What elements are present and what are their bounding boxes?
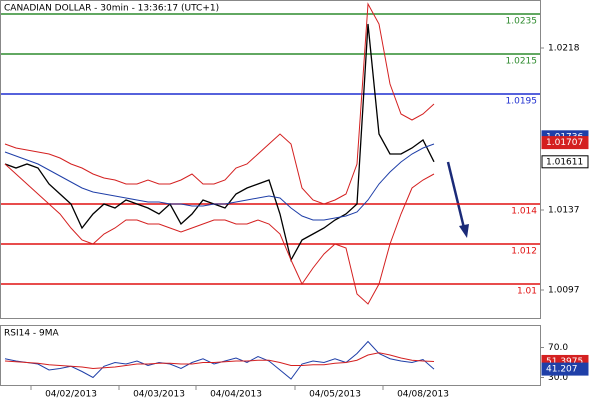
y-tick-label: 1.0097 (548, 286, 580, 296)
last-value-box (541, 362, 589, 376)
last-value-label: 1.01611 (546, 157, 583, 167)
series-line (4, 352, 435, 370)
last-value-label: 51.3975 (546, 357, 583, 367)
x-tick-label: 04/05/2013 (309, 390, 361, 400)
last-value-box (541, 155, 589, 169)
series-line (4, 143, 435, 221)
main-panel (0, 0, 541, 319)
chart-title: CANADIAN DOLLAR - 30min - 13:36:17 (UTC+… (4, 4, 219, 14)
level-label: 1.014 (511, 207, 537, 217)
x-tick-label: 04/04/2013 (210, 390, 262, 400)
last-value-box (541, 136, 589, 150)
x-tick-label: 04/02/2013 (45, 390, 97, 400)
level-label: 1.0195 (506, 97, 538, 107)
last-value-label: 1.01707 (546, 138, 583, 148)
series-line (4, 23, 435, 262)
rsi-title: RSI14 - 9MA (4, 329, 60, 339)
level-label: 1.012 (511, 247, 537, 257)
x-tick-label: 04/03/2013 (133, 390, 185, 400)
series-line (4, 2, 435, 205)
rsi-panel (0, 325, 541, 386)
y-tick-label: 30.0 (548, 373, 568, 383)
y-tick-label: 1.0218 (548, 44, 580, 54)
x-tick-label: 04/08/2013 (397, 390, 449, 400)
y-tick-label: 1.0137 (548, 206, 580, 216)
series-line (4, 163, 435, 305)
y-tick-label: 70.0 (548, 343, 568, 353)
level-label: 1.01 (517, 287, 537, 297)
series-line (4, 340, 435, 380)
last-value-label: 41.207 (546, 365, 578, 375)
arrow (446, 161, 466, 229)
level-label: 1.0215 (506, 57, 538, 67)
level-label: 1.0235 (506, 17, 538, 27)
arrow-head (459, 224, 469, 238)
